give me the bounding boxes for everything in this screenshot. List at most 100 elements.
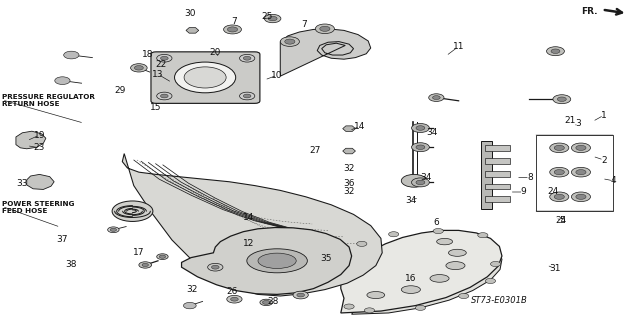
Circle shape (412, 178, 429, 187)
Polygon shape (27, 174, 54, 189)
Text: 12: 12 (243, 239, 254, 248)
Circle shape (139, 262, 152, 268)
Circle shape (576, 145, 586, 150)
Circle shape (433, 228, 443, 234)
Circle shape (550, 192, 569, 202)
Circle shape (389, 232, 399, 237)
Circle shape (478, 233, 488, 238)
Text: 38: 38 (66, 260, 77, 269)
Text: 2: 2 (601, 156, 606, 164)
Text: 32: 32 (187, 285, 198, 294)
Circle shape (184, 67, 226, 88)
Circle shape (554, 145, 564, 150)
Circle shape (110, 228, 117, 231)
Text: ST73-E0301B: ST73-E0301B (471, 296, 528, 305)
Circle shape (260, 299, 273, 306)
Text: 7: 7 (301, 20, 308, 28)
Circle shape (55, 77, 70, 84)
Circle shape (134, 66, 143, 70)
Text: 14: 14 (243, 213, 254, 222)
Circle shape (412, 124, 429, 132)
Circle shape (401, 174, 427, 187)
Polygon shape (343, 126, 355, 132)
Circle shape (554, 170, 564, 175)
Circle shape (142, 263, 148, 267)
Circle shape (315, 24, 334, 34)
Text: 32: 32 (343, 187, 355, 196)
Circle shape (280, 37, 299, 46)
Circle shape (131, 64, 147, 72)
Circle shape (262, 300, 270, 304)
Circle shape (64, 51, 79, 59)
Text: PRESSURE REGULATOR
RETURN HOSE: PRESSURE REGULATOR RETURN HOSE (2, 94, 95, 108)
Circle shape (240, 92, 255, 100)
Text: 32: 32 (343, 164, 355, 173)
Polygon shape (186, 28, 199, 33)
Text: 5: 5 (559, 216, 565, 225)
Circle shape (550, 143, 569, 153)
Text: FR.: FR. (581, 7, 598, 16)
Circle shape (157, 92, 172, 100)
Circle shape (108, 227, 119, 233)
Circle shape (433, 96, 440, 100)
Text: 20: 20 (210, 48, 221, 57)
Circle shape (240, 54, 255, 62)
Text: POWER STEERING
FEED HOSE: POWER STEERING FEED HOSE (2, 201, 75, 214)
Text: 7: 7 (231, 17, 238, 26)
Text: 28: 28 (267, 297, 278, 306)
Text: 30: 30 (184, 9, 196, 18)
Text: 34: 34 (405, 196, 417, 204)
Text: 29: 29 (114, 86, 125, 95)
Circle shape (211, 265, 219, 269)
Text: 23: 23 (34, 143, 45, 152)
Circle shape (285, 39, 295, 44)
Bar (485, 196, 510, 202)
Polygon shape (122, 154, 382, 296)
Circle shape (571, 192, 590, 202)
Bar (485, 158, 510, 164)
Text: 25: 25 (262, 12, 273, 21)
Circle shape (412, 143, 429, 152)
Circle shape (264, 14, 281, 23)
Text: 19: 19 (34, 131, 45, 140)
Polygon shape (280, 29, 371, 76)
Ellipse shape (258, 253, 296, 268)
Text: 16: 16 (405, 274, 417, 283)
Circle shape (159, 255, 166, 258)
Circle shape (459, 293, 469, 299)
Polygon shape (16, 131, 46, 149)
Circle shape (416, 180, 425, 185)
Circle shape (293, 291, 308, 299)
Circle shape (416, 126, 425, 130)
Circle shape (183, 302, 196, 309)
Circle shape (571, 143, 590, 153)
Text: 33: 33 (17, 179, 28, 188)
Ellipse shape (430, 275, 449, 282)
Text: 36: 36 (343, 179, 355, 188)
Ellipse shape (448, 249, 466, 256)
Text: 6: 6 (433, 218, 440, 227)
Text: 27: 27 (310, 146, 321, 155)
Circle shape (429, 94, 444, 101)
Text: 1: 1 (601, 111, 607, 120)
Circle shape (227, 295, 242, 303)
Circle shape (320, 26, 330, 31)
Circle shape (415, 305, 426, 310)
Ellipse shape (436, 238, 452, 245)
Text: 13: 13 (152, 70, 164, 79)
Circle shape (485, 278, 496, 284)
Polygon shape (352, 238, 502, 314)
Circle shape (231, 297, 238, 301)
Text: 17: 17 (133, 248, 145, 257)
Circle shape (571, 167, 590, 177)
Bar (481, 141, 492, 209)
Ellipse shape (401, 286, 420, 293)
Circle shape (161, 94, 168, 98)
Circle shape (416, 145, 425, 149)
Circle shape (243, 56, 251, 60)
Text: 15: 15 (150, 103, 162, 112)
Text: 37: 37 (57, 235, 68, 244)
Circle shape (157, 54, 172, 62)
Text: 22: 22 (155, 60, 166, 68)
Ellipse shape (446, 262, 465, 269)
